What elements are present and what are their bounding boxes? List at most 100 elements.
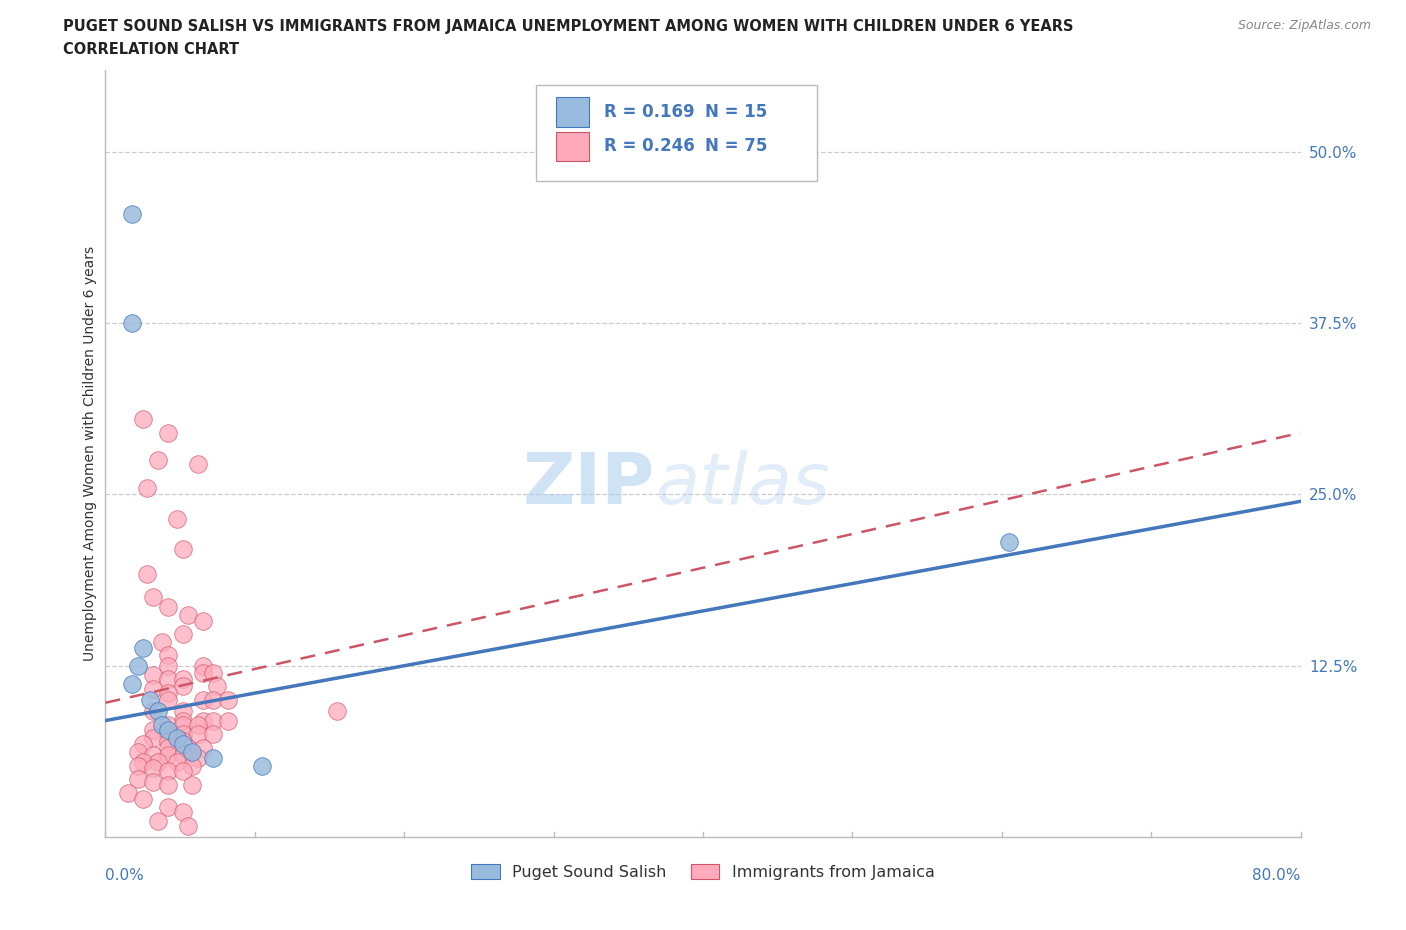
Point (172, 727, 194, 742)
Point (157, 658, 180, 673)
Point (157, 723, 180, 737)
Point (150, 635, 173, 650)
Point (187, 751, 209, 765)
Point (191, 740, 214, 755)
Point (142, 668, 165, 683)
FancyBboxPatch shape (555, 132, 589, 161)
Text: Source: ZipAtlas.com: Source: ZipAtlas.com (1237, 19, 1371, 32)
Point (176, 740, 198, 755)
Point (142, 761, 165, 776)
Point (132, 412, 155, 427)
Point (187, 457, 209, 472)
Text: N = 75: N = 75 (706, 138, 768, 155)
Point (191, 658, 214, 673)
Point (187, 727, 209, 742)
Legend: Puget Sound Salish, Immigrants from Jamaica: Puget Sound Salish, Immigrants from Jama… (464, 857, 942, 886)
Point (136, 566, 159, 581)
Point (132, 641, 155, 656)
Point (191, 613, 214, 628)
Point (166, 512, 188, 526)
Point (157, 727, 180, 742)
Point (157, 748, 180, 763)
Point (157, 672, 180, 687)
Point (166, 754, 188, 769)
Point (127, 758, 149, 773)
Text: atlas: atlas (655, 449, 830, 519)
Point (139, 693, 162, 708)
Text: R = 0.246: R = 0.246 (603, 138, 695, 155)
Point (157, 740, 180, 755)
Point (132, 737, 155, 751)
Point (132, 791, 155, 806)
Point (132, 754, 155, 769)
Text: ZIP: ZIP (523, 449, 655, 519)
Text: PUGET SOUND SALISH VS IMMIGRANTS FROM JAMAICA UNEMPLOYMENT AMONG WOMEN WITH CHIL: PUGET SOUND SALISH VS IMMIGRANTS FROM JA… (63, 19, 1074, 33)
Point (117, 786, 139, 801)
Point (998, 535, 1021, 550)
Point (176, 818, 198, 833)
Point (157, 647, 180, 662)
Point (121, 676, 143, 691)
Point (127, 658, 149, 673)
Point (172, 679, 194, 694)
Point (191, 713, 214, 728)
Point (207, 679, 229, 694)
Text: N = 15: N = 15 (706, 103, 768, 121)
Point (157, 777, 180, 792)
Point (191, 665, 214, 680)
Text: 80.0%: 80.0% (1253, 868, 1301, 883)
Point (142, 748, 165, 763)
Point (326, 703, 349, 718)
Point (172, 627, 194, 642)
Point (157, 693, 180, 708)
Point (172, 804, 194, 819)
Text: CORRELATION CHART: CORRELATION CHART (63, 42, 239, 57)
Point (217, 693, 239, 708)
Point (146, 453, 169, 468)
Point (172, 542, 194, 557)
Point (157, 425, 180, 440)
Point (181, 745, 204, 760)
FancyBboxPatch shape (555, 98, 589, 126)
Point (172, 713, 194, 728)
Point (142, 682, 165, 697)
Point (191, 693, 214, 708)
Point (157, 764, 180, 778)
FancyBboxPatch shape (536, 86, 817, 181)
Point (121, 206, 143, 221)
Point (202, 665, 225, 680)
Y-axis label: Unemployment Among Women with Children Under 6 years: Unemployment Among Women with Children U… (83, 246, 97, 661)
Point (146, 754, 169, 769)
Point (172, 703, 194, 718)
Point (136, 480, 159, 495)
Point (202, 713, 225, 728)
Point (157, 717, 180, 732)
Point (142, 703, 165, 718)
Point (166, 731, 188, 746)
Point (181, 758, 204, 773)
Point (172, 737, 194, 751)
Point (187, 717, 209, 732)
Point (121, 316, 143, 331)
Point (172, 672, 194, 687)
Text: 0.0%: 0.0% (105, 868, 145, 883)
Point (150, 717, 173, 732)
Point (146, 813, 169, 828)
Point (172, 764, 194, 778)
Point (157, 734, 180, 749)
Point (127, 745, 149, 760)
Point (181, 777, 204, 792)
Point (142, 775, 165, 790)
Point (157, 800, 180, 815)
Point (146, 703, 169, 718)
Point (142, 731, 165, 746)
Point (157, 600, 180, 615)
Point (172, 734, 194, 749)
Point (127, 772, 149, 787)
Point (142, 590, 165, 604)
Point (157, 685, 180, 700)
Point (252, 758, 274, 773)
Point (217, 713, 239, 728)
Text: R = 0.169: R = 0.169 (603, 103, 695, 121)
Point (202, 727, 225, 742)
